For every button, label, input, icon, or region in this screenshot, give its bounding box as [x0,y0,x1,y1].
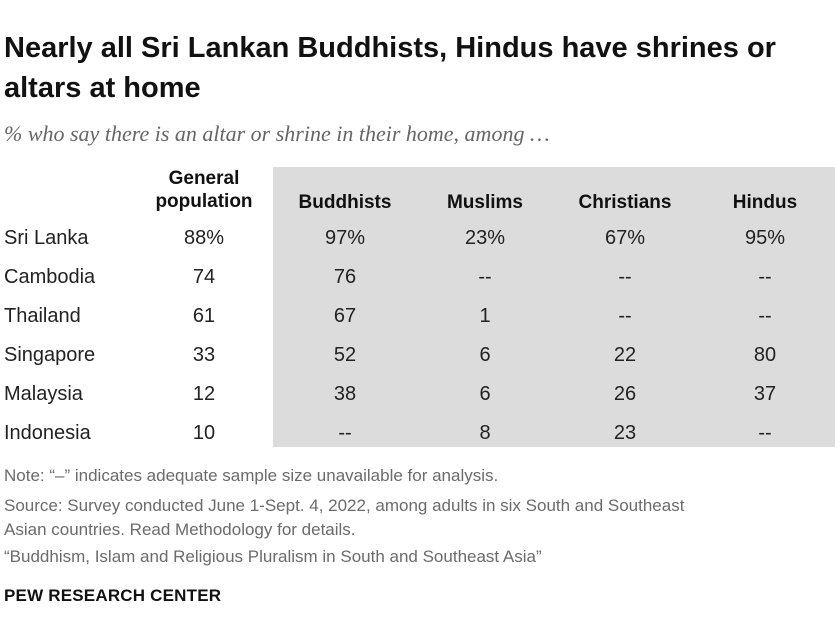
row-label-sri-lanka: Sri Lanka [4,227,89,249]
cell-sri-lanka-buddhists: 97% [324,227,366,249]
cell-cambodia-christians: -- [618,266,632,288]
cell-cambodia-general-population: 74 [192,266,216,288]
column-header-muslims: Muslims [446,192,524,213]
cell-cambodia-hindus: -- [758,266,772,288]
row-label-indonesia: Indonesia [4,422,91,444]
row-label-malaysia: Malaysia [4,383,83,405]
cell-cambodia-buddhists: 76 [333,266,357,288]
column-header-buddhists: Buddhists [298,192,392,213]
pew-logo-text: PEW RESEARCH CENTER [4,586,222,605]
report-title: “Buddhism, Islam and Religious Pluralism… [4,547,542,566]
cell-singapore-buddhists: 52 [333,344,357,366]
cell-sri-lanka-hindus: 95% [744,227,786,249]
column-header-christians: Christians [578,192,672,213]
row-label-thailand: Thailand [4,305,81,327]
column-header-hindus: Hindus [732,192,798,213]
cell-thailand-muslims: 1 [479,305,491,327]
cell-sri-lanka-muslims: 23% [464,227,506,249]
chart-title: Nearly all Sri Lankan Buddhists, Hindus … [4,32,776,104]
cell-thailand-christians: -- [618,305,632,327]
chart-subtitle: % who say there is an altar or shrine in… [4,121,550,146]
column-header-general-population: General population [155,168,253,212]
cell-thailand-general-population: 61 [192,305,216,327]
cell-thailand-hindus: -- [758,305,772,327]
source-text-line-2: Asian countries. Read Methodology for de… [4,520,356,539]
cell-sri-lanka-general-population: 88% [183,227,225,249]
cell-malaysia-general-population: 12 [192,383,216,405]
religion-columns-shading [273,167,835,447]
cell-sri-lanka-christians: 67% [604,227,646,249]
cell-singapore-christians: 22 [613,344,637,366]
note-text: Note: “–” indicates adequate sample size… [4,466,499,485]
cell-singapore-muslims: 6 [479,344,491,366]
row-label-singapore: Singapore [4,344,96,366]
cell-malaysia-christians: 26 [613,383,637,405]
cell-malaysia-hindus: 37 [753,383,777,405]
row-label-cambodia: Cambodia [4,266,96,288]
cell-malaysia-muslims: 6 [479,383,491,405]
cell-indonesia-christians: 23 [613,422,637,444]
cell-indonesia-hindus: -- [758,422,772,444]
cell-indonesia-muslims: 8 [479,422,491,444]
cell-singapore-general-population: 33 [192,344,216,366]
source-text-line-1: Source: Survey conducted June 1-Sept. 4,… [4,496,685,515]
cell-singapore-hindus: 80 [753,344,777,366]
cell-cambodia-muslims: -- [478,266,492,288]
cell-indonesia-buddhists: -- [338,422,352,444]
cell-indonesia-general-population: 10 [192,422,216,444]
cell-malaysia-buddhists: 38 [333,383,357,405]
cell-thailand-buddhists: 67 [333,305,357,327]
